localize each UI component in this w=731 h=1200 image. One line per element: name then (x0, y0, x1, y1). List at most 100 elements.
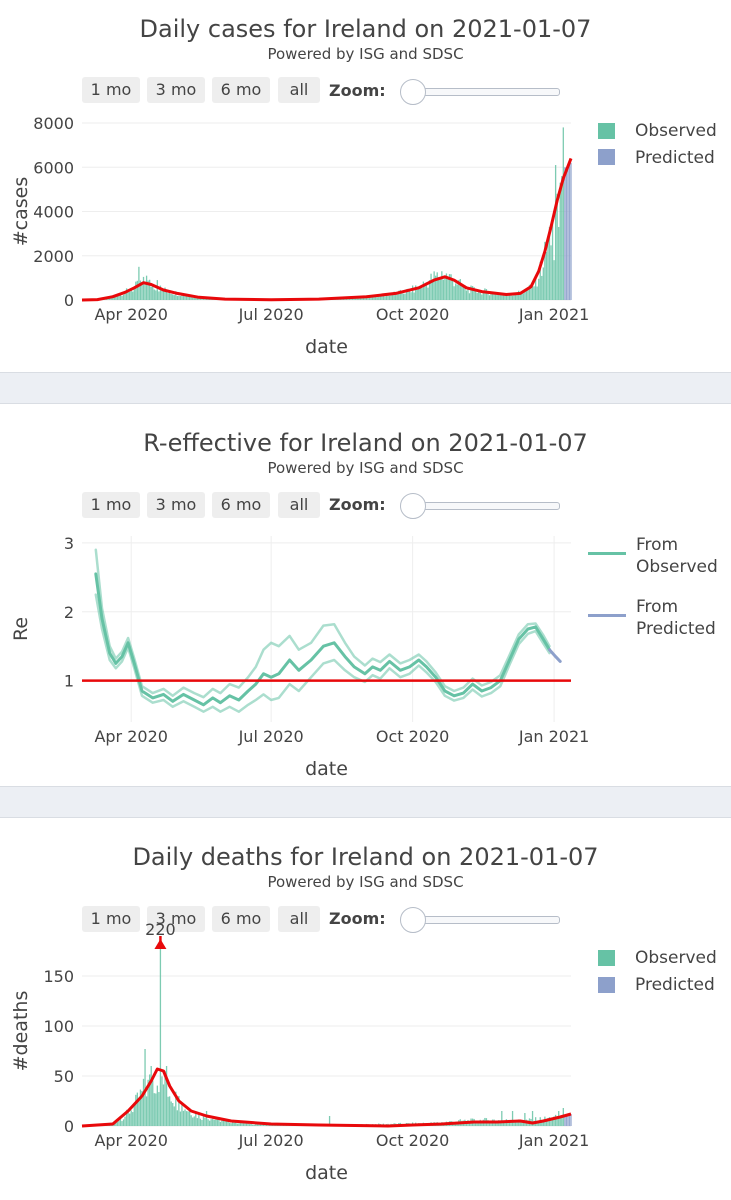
deaths-observed-bar (225, 1120, 228, 1126)
deaths-observed-bar (130, 1110, 132, 1126)
deaths-observed-bar (373, 1124, 375, 1126)
cases-y-tick-label: 0 (64, 291, 74, 310)
cases-observed-bar (172, 294, 174, 300)
deaths-observed-bar (322, 1125, 325, 1126)
cases-observed-bar (185, 295, 188, 300)
deaths-range-6mo-button[interactable]: 6 mo (212, 906, 270, 932)
cases-observed-bar (516, 294, 518, 300)
re-zoom-slider-knob[interactable] (400, 493, 426, 519)
re-chart-title: R-effective for Ireland on 2021-01-07 (143, 429, 588, 457)
cases-observed-bar (398, 290, 400, 300)
cases-observed-bar (162, 290, 165, 300)
deaths-observed-bar (464, 1119, 466, 1126)
cases-observed-bar (181, 293, 183, 300)
deaths-observed-bar (307, 1124, 309, 1126)
cases-observed-bar (448, 274, 451, 300)
deaths-observed-bar (388, 1124, 391, 1126)
deaths-observed-bar (208, 1120, 211, 1126)
cases-observed-bar (149, 279, 151, 300)
cases-observed-bar (428, 280, 431, 300)
cases-predicted-bar (564, 167, 566, 300)
deaths-observed-bar (124, 1116, 126, 1126)
cases-observed-bar (153, 289, 155, 300)
re-range-1mo-button[interactable]: 1 mo (82, 492, 140, 518)
deaths-observed-bar (554, 1114, 557, 1126)
cases-observed-bar (561, 176, 563, 300)
deaths-observed-bar (371, 1124, 374, 1126)
deaths-observed-bar (145, 1096, 148, 1126)
cases-observed-bar (235, 299, 237, 300)
cases-observed-bar (152, 284, 154, 300)
deaths-observed-bar (521, 1121, 523, 1126)
deaths-observed-bar (490, 1121, 492, 1126)
deaths-observed-bar (296, 1124, 298, 1126)
deaths-observed-bar (141, 1090, 143, 1126)
cases-observed-bar (485, 289, 488, 300)
deaths-observed-bar (308, 1125, 311, 1126)
deaths-observed-bar (196, 1118, 198, 1126)
cases-observed-bar (241, 299, 243, 300)
re-range-all-button[interactable]: all (278, 492, 320, 518)
cases-observed-bar (476, 292, 478, 300)
cases-range-6mo-button[interactable]: 6 mo (212, 77, 270, 103)
deaths-observed-bar (494, 1120, 497, 1126)
deaths-observed-bar (276, 1124, 278, 1126)
re-range-6mo-button[interactable]: 6 mo (212, 492, 270, 518)
cases-observed-bar (333, 298, 335, 300)
deaths-observed-bar (435, 1122, 437, 1126)
cases-observed-bar (562, 127, 564, 300)
deaths-observed-bar (384, 1124, 386, 1126)
deaths-observed-bar (362, 1125, 365, 1126)
deaths-zoom-slider-knob[interactable] (400, 907, 426, 933)
cases-observed-bar (310, 298, 312, 300)
cases-observed-bar (365, 295, 368, 300)
deaths-observed-bar (390, 1123, 392, 1126)
cases-range-3mo-button[interactable]: 3 mo (147, 77, 205, 103)
deaths-observed-bar (455, 1121, 457, 1126)
panel-divider-2 (0, 786, 731, 818)
deaths-observed-bar (125, 1109, 128, 1126)
cases-range-all-button[interactable]: all (278, 77, 320, 103)
cases-zoom-slider-knob[interactable] (400, 79, 426, 105)
deaths-observed-bar (318, 1124, 320, 1126)
deaths-observed-bar (328, 1116, 331, 1126)
deaths-observed-bar (247, 1122, 249, 1126)
cases-observed-bar (399, 289, 401, 300)
cases-observed-bar (355, 297, 357, 300)
deaths-observed-bar (367, 1124, 369, 1126)
cases-observed-bar (459, 279, 461, 300)
deaths-observed-bar (519, 1120, 521, 1126)
cases-observed-bar (356, 296, 358, 300)
deaths-chart-title: Daily deaths for Ireland on 2021-01-07 (132, 843, 599, 871)
cases-observed-bar (533, 286, 535, 300)
deaths-range-3mo-button[interactable]: 3 mo (147, 906, 205, 932)
deaths-range-1mo-button[interactable]: 1 mo (82, 906, 140, 932)
re-x-tick-label: Jul 2020 (238, 727, 304, 746)
deaths-observed-bar (553, 1116, 555, 1126)
deaths-observed-bar (287, 1124, 289, 1126)
deaths-range-all-button[interactable]: all (278, 906, 320, 932)
cases-observed-bar (556, 193, 558, 300)
cases-observed-bar (385, 294, 388, 300)
deaths-observed-bar (324, 1125, 326, 1126)
deaths-observed-bar (112, 1122, 114, 1126)
cases-observed-bar (438, 277, 440, 300)
deaths-observed-bar (545, 1118, 548, 1126)
deaths-observed-bar (368, 1124, 371, 1126)
cases-observed-bar (204, 297, 206, 300)
cases-observed-bar (125, 288, 128, 300)
re-legend-observed-line (588, 552, 626, 555)
re-range-3mo-button[interactable]: 3 mo (147, 492, 205, 518)
deaths-observed-bar (456, 1121, 458, 1126)
deaths-observed-bar (487, 1120, 489, 1126)
cases-range-1mo-button[interactable]: 1 mo (82, 77, 140, 103)
deaths-observed-bar (482, 1119, 485, 1126)
cases-observed-bar (192, 297, 194, 300)
deaths-observed-bar (558, 1111, 560, 1126)
deaths-observed-bar (256, 1124, 258, 1126)
deaths-observed-bar (413, 1124, 415, 1126)
deaths-observed-bar (499, 1121, 501, 1126)
deaths-y-tick-label: 0 (64, 1117, 74, 1136)
deaths-observed-bar (427, 1124, 429, 1126)
deaths-observed-bar (415, 1122, 417, 1126)
